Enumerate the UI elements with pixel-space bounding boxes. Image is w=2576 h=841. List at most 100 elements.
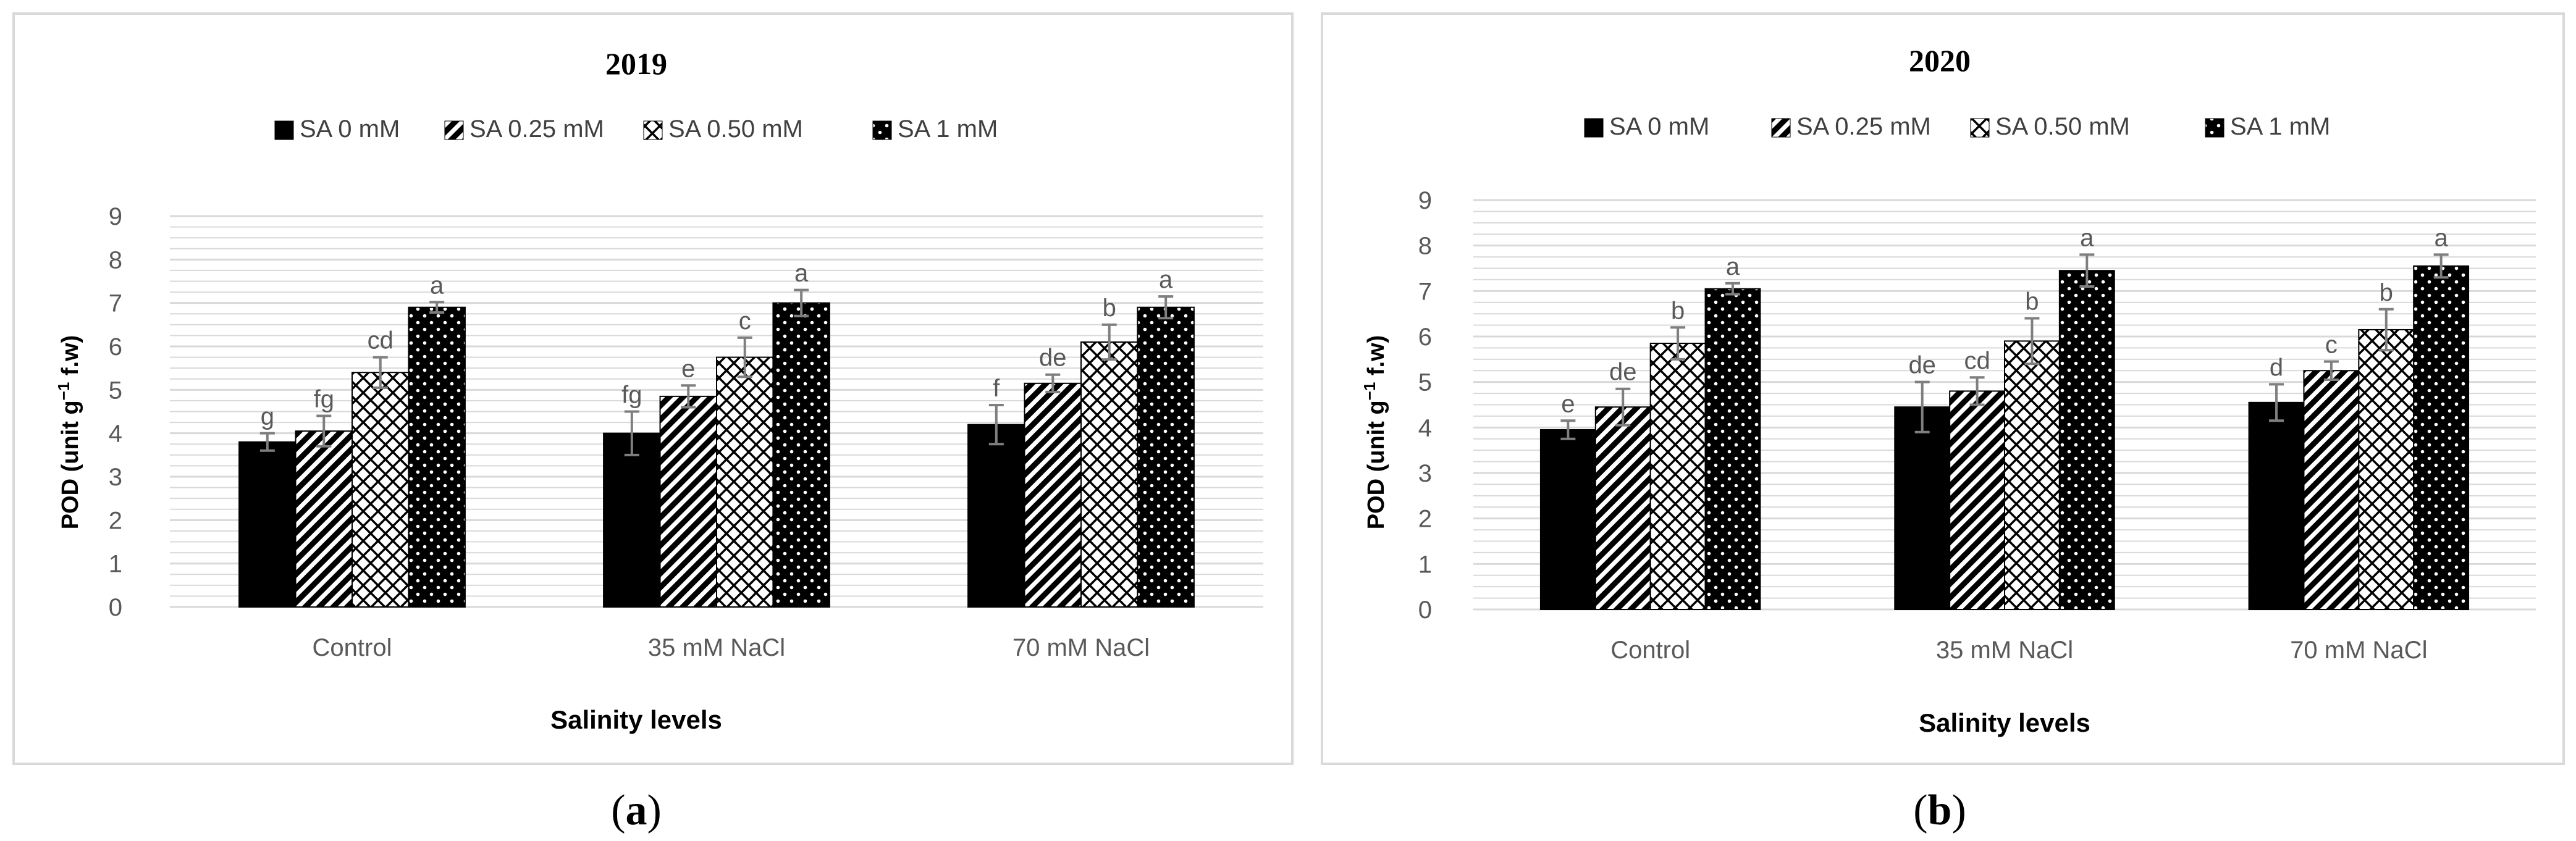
bar [716, 356, 774, 608]
legend-swatch [643, 120, 663, 140]
panel-caption-a: (a) [611, 787, 662, 834]
y-tick-label: 0 [1418, 596, 1432, 624]
significance-letter: fg [621, 382, 642, 409]
bar [2058, 270, 2115, 610]
bar [295, 430, 353, 608]
significance-letter: de [1908, 352, 1936, 379]
chart-panel-2020: 2020 SA 0 mM SA 0.25 mM SA 0.50 mM SA 1 mM … [1321, 12, 2565, 765]
legend-label: SA 1 mM [2230, 113, 2330, 140]
y-axis-label-tail: f.w) [57, 335, 83, 382]
chart-title: 2020 [1909, 43, 1971, 78]
y-axis-label-sup: −1 [1360, 382, 1379, 401]
legend-swatch [274, 120, 294, 140]
legend-label: SA 0.50 mM [668, 115, 803, 143]
y-tick-label: 6 [1418, 324, 1432, 351]
bar [1594, 406, 1651, 611]
error-bar [2269, 383, 2284, 422]
legend-swatch [1970, 118, 1990, 138]
y-tick-label: 5 [1418, 369, 1432, 396]
error-bar [1101, 323, 1117, 361]
panel-caption-letter: b [1928, 787, 1952, 834]
y-tick-label: 5 [109, 377, 122, 404]
error-bar [1045, 373, 1061, 393]
bar [772, 302, 830, 608]
y-tick-label: 6 [109, 333, 122, 361]
error-bar [1615, 387, 1631, 427]
significance-letter: cd [368, 327, 394, 354]
y-axis-label-main: POD (unit g [1363, 400, 1389, 529]
bar [1649, 343, 1706, 610]
legend-label: SA 0.50 mM [1995, 113, 2130, 140]
bar [1539, 429, 1596, 610]
error-bar [624, 410, 639, 456]
error-bar [1158, 295, 1174, 320]
bar [1024, 382, 1082, 608]
y-tick-label: 8 [109, 246, 122, 274]
significance-letter: b [1103, 295, 1116, 322]
significance-letter: e [681, 355, 695, 382]
error-bar [1914, 380, 1930, 433]
significance-letter: a [794, 260, 809, 287]
significance-letter: f [993, 375, 1000, 402]
y-axis-label-tail: f.w) [1363, 335, 1389, 382]
significance-letter: g [261, 403, 274, 430]
x-axis-ticks: Control 35 mM NaCl 70 mM NaCl [313, 634, 1150, 661]
y-tick-label: 3 [1418, 460, 1432, 487]
bar [1704, 288, 1761, 610]
legend: SA 0 mM SA 0.25 mM SA 0.50 mM SA 1 mM [1584, 113, 2330, 140]
bar [1894, 406, 1951, 611]
bar [408, 306, 466, 608]
significance-letter: b [2025, 288, 2039, 316]
legend-label: SA 0.25 mM [1796, 113, 1931, 140]
chart-panel-2019: 2019 SA 0 mM SA 0.25 mM SA 0.50 mM SA 1 mM … [12, 12, 1294, 765]
y-tick-label: 7 [1418, 278, 1432, 305]
bar [1137, 306, 1195, 608]
y-tick-label: 8 [1418, 233, 1432, 260]
significance-letter: de [1039, 345, 1067, 372]
bar [2004, 340, 2060, 610]
bar [2303, 370, 2360, 610]
legend-swatch [444, 120, 464, 140]
y-axis-label-main: POD (unit g [57, 400, 83, 529]
legend: SA 0 mM SA 0.25 mM SA 0.50 mM SA 1 mM [274, 115, 998, 143]
bar [967, 424, 1025, 608]
significance-letter: a [2435, 224, 2449, 251]
error-bar [794, 288, 809, 317]
significance-letter: b [2380, 279, 2393, 306]
error-bar [988, 403, 1004, 446]
significance-letter: a [1726, 253, 1740, 280]
x-tick-label: Control [1610, 637, 1690, 664]
y-tick-label: 4 [109, 420, 122, 448]
error-bar [2323, 360, 2339, 381]
panel-caption-letter: a [626, 787, 647, 834]
x-axis-ticks: Control 35 mM NaCl 70 mM NaCl [1610, 637, 2427, 664]
bars: e de b a de cd b a d c b a [1539, 224, 2470, 611]
y-tick-label: 1 [1418, 551, 1432, 578]
significance-letter: e [1561, 390, 1575, 417]
bar [1949, 390, 2005, 611]
y-axis-label: POD (unit g−1 f.w) [54, 335, 83, 530]
bar [238, 441, 297, 608]
error-bar [2433, 253, 2449, 279]
chart-title: 2019 [605, 46, 667, 81]
error-bar [373, 356, 388, 389]
error-bar [259, 432, 275, 452]
error-bar [681, 384, 696, 409]
significance-letter: de [1609, 359, 1637, 386]
significance-letter: d [2270, 354, 2283, 381]
bar [603, 432, 661, 608]
error-bar [1560, 419, 1576, 440]
legend-label: SA 0.25 mM [469, 115, 604, 143]
error-bar [2378, 308, 2394, 352]
x-tick-label: Control [313, 634, 392, 661]
y-axis-label-sup: −1 [54, 382, 73, 401]
y-tick-label: 9 [1418, 187, 1432, 214]
x-tick-label: 70 mM NaCl [2290, 637, 2427, 664]
bar [2358, 328, 2415, 610]
legend-swatch [872, 120, 892, 140]
y-tick-label: 3 [109, 464, 122, 491]
bar [351, 372, 410, 608]
y-tick-label: 2 [109, 507, 122, 534]
significance-letter: a [2080, 224, 2094, 251]
